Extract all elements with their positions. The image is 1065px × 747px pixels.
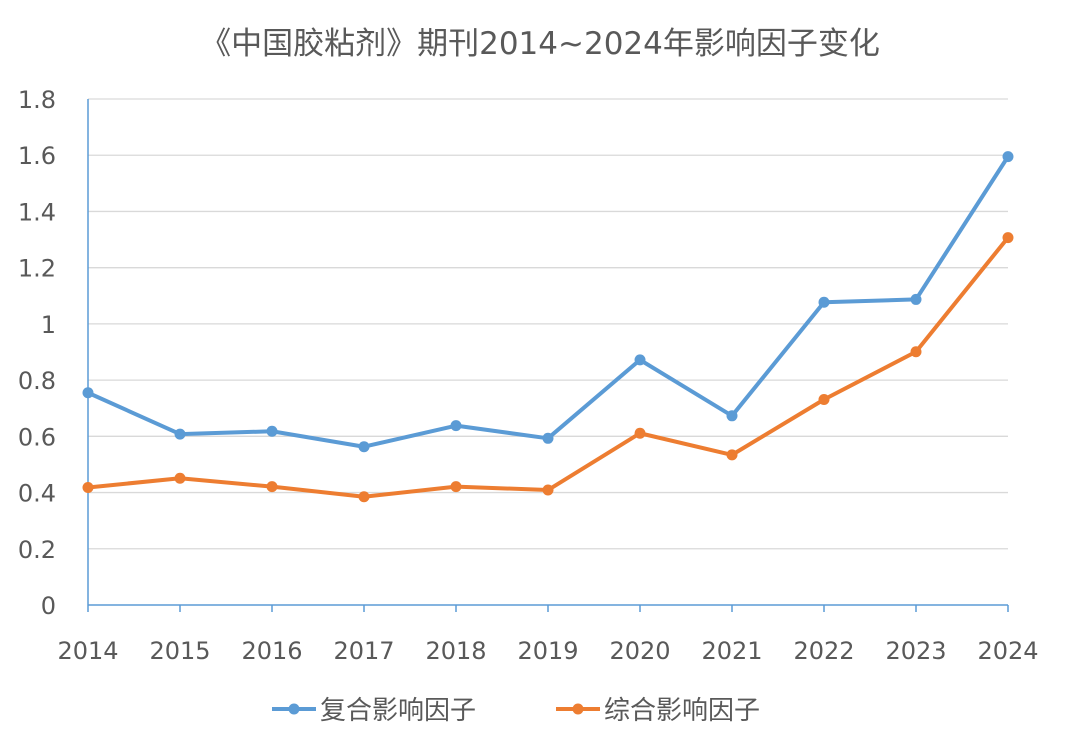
y-tick-label: 1 xyxy=(41,311,56,339)
x-tick-label: 2021 xyxy=(701,637,762,665)
legend-item: 复合影响因子 xyxy=(272,696,476,726)
data-point xyxy=(450,481,462,493)
x-tick-label: 2015 xyxy=(149,637,210,665)
y-tick-label: 0.4 xyxy=(18,480,56,508)
y-tick-label: 1.8 xyxy=(18,86,56,114)
legend-label: 综合影响因子 xyxy=(604,696,760,726)
y-tick-label: 0.2 xyxy=(18,536,56,564)
chart-title: 《中国胶粘剂》期刊2014~2024年影响因子变化 xyxy=(200,26,880,62)
data-point xyxy=(82,387,94,399)
y-tick-label: 1.6 xyxy=(18,142,56,170)
x-tick-label: 2020 xyxy=(609,637,670,665)
data-point xyxy=(910,346,922,358)
data-point xyxy=(266,425,278,437)
axes xyxy=(87,99,1008,606)
data-point xyxy=(726,449,738,461)
data-point xyxy=(910,293,922,305)
x-tick-label: 2022 xyxy=(793,637,854,665)
y-tick-label: 0 xyxy=(41,592,56,620)
x-axis-ticks: 2014 2015 2016 2017 2018 2019 2020 2021 2022 2023… xyxy=(57,605,1039,665)
x-tick-label: 2018 xyxy=(425,637,486,665)
data-point xyxy=(174,472,186,484)
x-tick-label: 2019 xyxy=(517,637,578,665)
data-point xyxy=(818,394,830,406)
data-point xyxy=(542,432,554,444)
y-tick-label: 0.6 xyxy=(18,423,56,451)
legend-label: 复合影响因子 xyxy=(320,696,476,726)
data-point xyxy=(450,420,462,432)
x-tick-label: 2023 xyxy=(885,637,946,665)
data-point xyxy=(82,481,94,493)
data-point xyxy=(818,296,830,308)
series xyxy=(82,151,1014,503)
data-point xyxy=(358,491,370,503)
x-tick-label: 2016 xyxy=(241,637,302,665)
series-line xyxy=(86,154,1010,449)
series-line xyxy=(86,235,1010,499)
legend-swatch-marker xyxy=(572,703,584,715)
data-point xyxy=(174,428,186,440)
x-tick-label: 2024 xyxy=(977,637,1038,665)
data-point xyxy=(1002,232,1014,244)
series-1 xyxy=(82,151,1014,453)
data-point xyxy=(266,481,278,493)
legend: 复合影响因子 综合影响因子 xyxy=(272,696,760,726)
series-2 xyxy=(82,232,1014,503)
data-point xyxy=(358,441,370,453)
y-axis-ticks: 0 0.2 0.4 0.6 0.8 1 1.2 1.4 1.6 1.8 xyxy=(18,86,56,620)
x-tick-label: 2017 xyxy=(333,637,394,665)
gridlines xyxy=(88,98,1008,550)
data-point xyxy=(1002,151,1014,163)
legend-item: 综合影响因子 xyxy=(556,696,760,726)
y-tick-label: 1.4 xyxy=(18,198,56,226)
y-tick-label: 1.2 xyxy=(18,255,56,283)
y-tick-label: 0.8 xyxy=(18,367,56,395)
data-point xyxy=(542,484,554,496)
legend-swatch-marker xyxy=(288,703,300,715)
data-point xyxy=(726,410,738,422)
data-point xyxy=(634,354,646,366)
x-tick-label: 2014 xyxy=(57,637,118,665)
data-point xyxy=(634,427,646,439)
